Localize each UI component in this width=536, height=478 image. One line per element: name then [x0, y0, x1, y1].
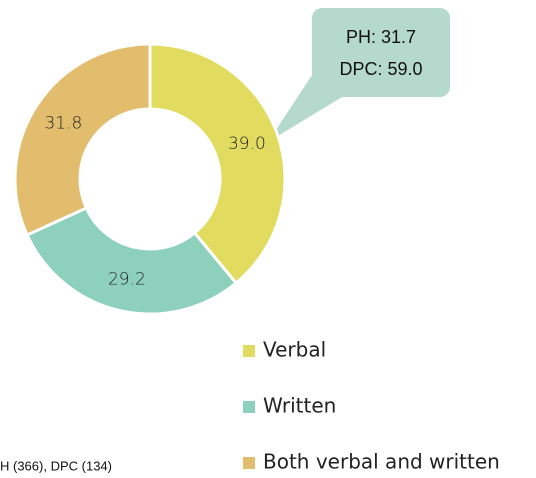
- legend-label: Verbal: [263, 338, 326, 362]
- donut-slice: [148, 42, 287, 286]
- data-label: 31.8: [44, 113, 82, 133]
- donut-slice: [13, 42, 152, 237]
- callout: PH: 31.7 DPC: 59.0: [268, 8, 450, 142]
- legend-label: Written: [263, 394, 336, 418]
- callout-text: PH: 31.7: [346, 27, 416, 47]
- callout-text: DPC: 59.0: [339, 59, 422, 79]
- legend-label: Both verbal and written: [263, 450, 500, 474]
- data-label: 39.0: [228, 134, 266, 154]
- data-label: 29.2: [108, 269, 146, 289]
- legend-swatch: [243, 457, 255, 469]
- legend-swatch: [243, 345, 255, 357]
- footnote: H (366), DPC (134): [0, 458, 112, 473]
- donut-slice: [25, 206, 239, 316]
- legend-swatch: [243, 401, 255, 413]
- callout-box: [312, 8, 450, 97]
